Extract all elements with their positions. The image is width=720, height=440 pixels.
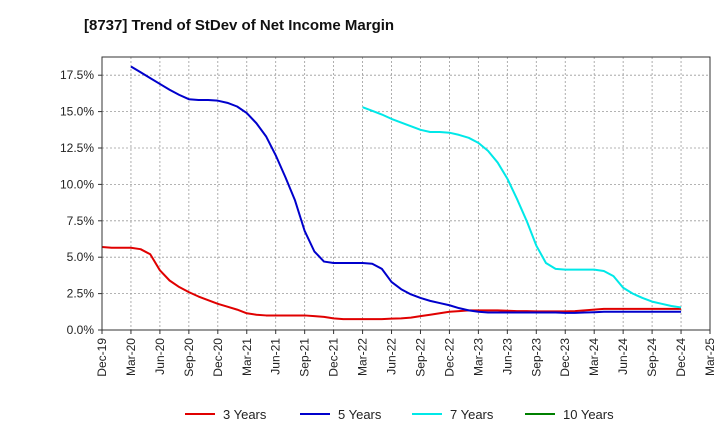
x-tick-label: Jun-22 (385, 338, 399, 375)
series-lines (101, 65, 682, 321)
plot-frame (101, 56, 711, 331)
y-tick-label: 15.0% (60, 105, 94, 119)
y-tick-label: 10.0% (60, 177, 94, 191)
x-tick-label: Mar-20 (124, 338, 138, 376)
x-tick-label: Mar-24 (587, 338, 601, 376)
x-tick-label: Dec-22 (442, 338, 456, 377)
legend-label: 5 Years (338, 407, 382, 422)
x-tick-label: Mar-23 (471, 338, 485, 376)
x-tick-label: Mar-25 (703, 338, 717, 376)
x-tick-label: Dec-21 (327, 338, 341, 377)
x-tick-label: Dec-24 (674, 338, 688, 377)
y-tick-label: 0.0% (67, 323, 95, 337)
y-tick-label: 2.5% (67, 287, 95, 301)
series-line-3-years (101, 246, 682, 321)
grid-lines (101, 57, 711, 330)
x-tick-label: Sep-20 (182, 338, 196, 377)
y-tick-label: 7.5% (67, 214, 95, 228)
legend-label: 3 Years (223, 407, 267, 422)
legend-label: 7 Years (450, 407, 494, 422)
x-tick-label: Jun-20 (153, 338, 167, 375)
series-line-5-years (130, 65, 682, 314)
legend-label: 10 Years (563, 407, 614, 422)
x-tick-label: Sep-21 (298, 338, 312, 377)
chart-title: [8737] Trend of StDev of Net Income Marg… (84, 17, 394, 34)
x-tick-label: Sep-23 (529, 338, 543, 377)
x-tick-label: Sep-24 (645, 338, 659, 377)
x-tick-label: Jun-21 (269, 338, 283, 375)
x-tick-label: Dec-23 (558, 338, 572, 377)
series-line-7-years (362, 106, 682, 309)
y-tick-label: 12.5% (60, 141, 94, 155)
x-tick-label: Jun-24 (616, 338, 630, 375)
y-tick-label: 5.0% (67, 250, 95, 264)
x-tick-label: Dec-20 (211, 338, 225, 377)
legend: 3 Years 5 Years 7 Years 10 Years (185, 407, 614, 422)
x-tick-label: Jun-23 (500, 338, 514, 375)
plot-area (102, 57, 710, 330)
x-tick-label: Dec-19 (95, 338, 109, 377)
axes: 0.0% 2.5% 5.0% 7.5% 10.0% 12.5% 15.0% 17.5% Dec-… (60, 68, 717, 377)
x-tick-label: Mar-21 (240, 338, 254, 376)
x-tick-label: Mar-22 (356, 338, 370, 376)
x-tick-label: Sep-22 (413, 338, 427, 377)
y-tick-label: 17.5% (60, 68, 94, 82)
